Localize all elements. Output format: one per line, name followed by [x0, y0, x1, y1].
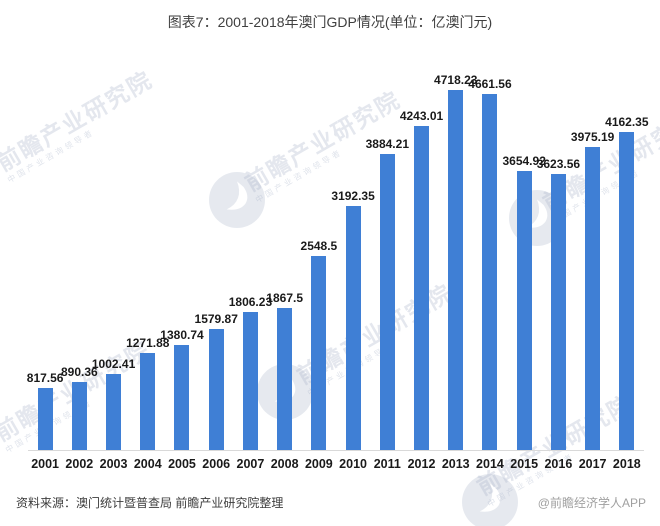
bar	[37, 388, 53, 450]
bar-column: 3192.35	[331, 189, 375, 450]
x-axis-tick-label: 2011	[373, 457, 401, 471]
bar-column: 3975.19	[571, 130, 614, 450]
bar	[619, 132, 635, 450]
bar-value-label: 3975.19	[570, 130, 615, 144]
bar-value-label: 4162.35	[605, 115, 649, 129]
bar-column: 1002.41	[92, 357, 135, 450]
x-axis-tick-label: 2014	[476, 457, 504, 471]
bar	[106, 374, 122, 450]
bar	[345, 206, 361, 450]
x-axis-tick-label: 2003	[99, 457, 128, 471]
source-note: 资料来源：澳门统计暨普查局 前瞻产业研究院整理	[16, 496, 284, 510]
bar-column: 3623.56	[537, 157, 580, 450]
bar-value-label: 3623.56	[536, 157, 581, 171]
bar	[140, 353, 156, 450]
x-axis-tick-label: 2015	[510, 457, 539, 471]
x-axis-tick-label: 2001	[31, 457, 60, 471]
bar-column: 1806.23	[229, 295, 272, 450]
bars-area: 817.56 890.36 1002.41 1271.88 1380.74 1579.87…	[26, 58, 649, 450]
x-axis-tick-label: 2002	[65, 457, 94, 471]
bar	[71, 382, 87, 450]
bar	[414, 126, 430, 450]
app-credit: @前瞻经济学人APP	[537, 496, 646, 510]
bar	[242, 312, 258, 450]
bar-value-label: 1380.74	[160, 328, 204, 342]
bar-value-label: 3192.35	[331, 189, 375, 203]
bar	[277, 308, 293, 450]
bar-column: 2548.5	[300, 239, 338, 450]
bar-column: 3884.21	[366, 137, 409, 450]
bar	[550, 174, 566, 450]
bar-column: 4661.56	[468, 77, 512, 450]
bar-column: 1380.74	[160, 328, 204, 450]
x-axis-tick-label: 2008	[270, 457, 299, 471]
bar-column: 890.36	[60, 365, 98, 450]
bar-value-label: 3654.92	[502, 154, 546, 168]
bar-column: 1579.87	[195, 312, 238, 450]
bar	[516, 171, 532, 450]
x-axis-tick-label: 2016	[544, 457, 573, 471]
bar	[208, 329, 224, 450]
chart-title: 图表7：2001-2018年澳门GDP情况(单位：亿澳门元)	[167, 14, 493, 30]
bar-column: 4162.35	[605, 115, 649, 450]
footer: 资料来源：澳门统计暨普查局 前瞻产业研究院整理 @前瞻经济学人APP	[16, 494, 646, 511]
bar-value-label: 890.36	[60, 365, 98, 379]
x-axis-tick-label: 2012	[407, 457, 436, 471]
x-axis-line	[28, 450, 644, 451]
bar	[311, 256, 327, 450]
bar	[448, 90, 464, 450]
x-axis-tick-labels: 2001 2002 2003 2004 2005 2006 2007 2008 2009 2010…	[28, 451, 644, 471]
bar-value-label: 4243.01	[399, 109, 444, 123]
x-axis-tick-label: 2007	[236, 457, 265, 471]
bar-value-label: 3884.21	[365, 137, 409, 151]
bar-value-label: 1579.87	[194, 312, 238, 326]
bar-column: 4243.01	[400, 109, 443, 450]
bar-value-label: 4718.23	[434, 73, 478, 87]
x-axis-tick-label: 2009	[304, 457, 333, 471]
bar-column: 3654.92	[502, 154, 546, 450]
x-axis-tick-label: 2005	[168, 457, 196, 471]
bar-value-label: 817.56	[26, 371, 64, 385]
bar-value-label: 1867.5	[266, 291, 303, 305]
bar-column: 4718.23	[434, 73, 477, 450]
x-axis-tick-label: 2006	[202, 457, 231, 471]
bar	[585, 147, 601, 450]
bar-column: 1867.5	[266, 291, 303, 450]
bar-column: 1271.88	[126, 336, 169, 450]
bar-value-label: 1806.23	[228, 295, 273, 309]
bar	[379, 154, 395, 450]
bar-value-label: 2548.5	[300, 239, 338, 253]
x-axis-tick-label: 2018	[612, 457, 641, 471]
x-axis-tick-label: 2017	[578, 457, 607, 471]
bar-value-label: 1002.41	[91, 357, 136, 371]
bar	[482, 94, 498, 450]
bar-chart: 817.56 890.36 1002.41 1271.88 1380.74 1579.87…	[26, 58, 649, 471]
bar	[174, 345, 190, 450]
bar-column: 817.56	[26, 371, 64, 450]
x-axis-tick-label: 2010	[339, 457, 367, 471]
bar-value-label: 1271.88	[126, 336, 170, 350]
bar-value-label: 4661.56	[468, 77, 512, 91]
x-axis-tick-label: 2004	[133, 457, 162, 471]
x-axis-tick-label: 2013	[441, 457, 470, 471]
